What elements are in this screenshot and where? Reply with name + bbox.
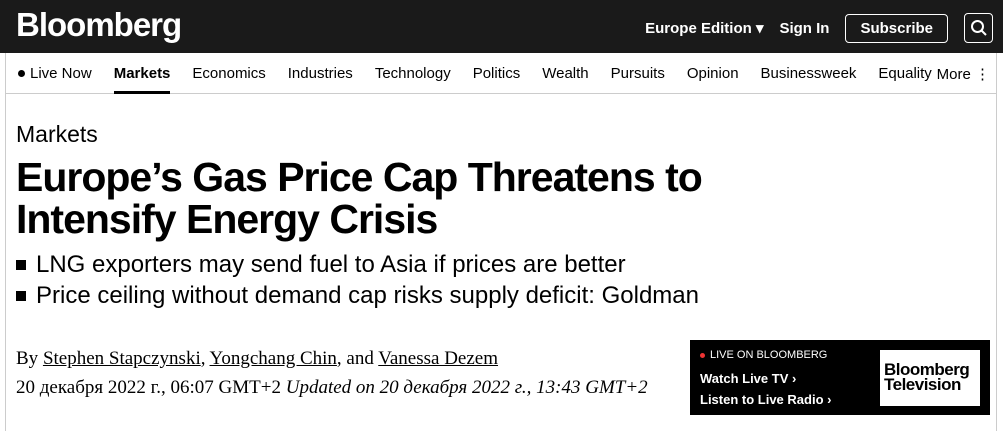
sign-in-link[interactable]: Sign In — [779, 19, 830, 37]
summary-bullet: LNG exporters may send fuel to Asia if p… — [16, 251, 626, 279]
nav-politics[interactable]: Politics — [472, 64, 521, 82]
watch-live-tv-link[interactable]: Watch Live TV › — [700, 371, 797, 386]
author-link[interactable]: Stephen Stapczynski — [42, 348, 201, 369]
nav-businessweek[interactable]: Businessweek — [760, 64, 857, 82]
bullet-square-icon — [16, 260, 26, 270]
nav-live-now[interactable]: Live Now — [18, 53, 92, 94]
by-label: By — [16, 348, 43, 369]
author-link[interactable]: Yongchang Chin — [209, 348, 337, 369]
nav-more[interactable]: More ⋮ — [936, 65, 990, 83]
separator: , and — [336, 348, 379, 369]
updated-date: Updated on 20 декабря 2022 г., 13:43 GMT… — [285, 377, 648, 398]
nav-pursuits[interactable]: Pursuits — [610, 64, 665, 82]
nav-markets[interactable]: Markets — [113, 53, 170, 94]
live-dot-icon — [700, 352, 705, 358]
bloomberg-logo[interactable]: Bloomberg — [16, 6, 182, 43]
byline: By Stephen Stapczynski, Yongchang Chin, … — [16, 344, 656, 402]
nav-opinion[interactable]: Opinion — [686, 64, 739, 82]
live-label-text: LIVE ON BLOOMBERG — [710, 349, 828, 361]
page-border-left — [5, 94, 6, 431]
page-border-right — [996, 94, 997, 431]
live-on-bloomberg-panel: LIVE ON BLOOMBERG Watch Live TV › Listen… — [690, 340, 990, 415]
article-title: Europe’s Gas Price Cap Threatens to Inte… — [16, 154, 703, 242]
nav-wealth[interactable]: Wealth — [542, 64, 589, 82]
live-label: LIVE ON BLOOMBERG — [700, 349, 827, 361]
edition-selector[interactable]: Europe Edition ▾ — [645, 20, 764, 37]
listen-live-radio-link[interactable]: Listen to Live Radio › — [700, 392, 832, 407]
bullet-text: LNG exporters may send fuel to Asia if p… — [36, 251, 626, 278]
section-nav: Live Now Markets Economics Industries Te… — [5, 53, 997, 94]
nav-economics[interactable]: Economics — [192, 64, 266, 82]
bullet-square-icon — [16, 291, 26, 301]
publish-date: 20 декабря 2022 г., 06:07 GMT+2 — [16, 377, 286, 398]
search-button[interactable] — [964, 13, 993, 43]
subscribe-button[interactable]: Subscribe — [845, 13, 948, 43]
summary-bullet: Price ceiling without demand cap risks s… — [16, 282, 699, 310]
live-dot-icon — [18, 69, 25, 77]
bullet-text: Price ceiling without demand cap risks s… — [36, 282, 699, 309]
search-icon — [970, 20, 987, 36]
bloomberg-television-logo[interactable]: Bloomberg Television — [880, 350, 980, 406]
nav-industries[interactable]: Industries — [287, 64, 353, 82]
separator: , — [200, 348, 210, 369]
nav-label: Live Now — [30, 64, 92, 82]
author-link[interactable]: Vanessa Dezem — [378, 348, 499, 369]
nav-technology[interactable]: Technology — [374, 64, 451, 82]
article-kicker[interactable]: Markets — [16, 121, 98, 147]
top-bar: Bloomberg Europe Edition ▾ Sign In Subsc… — [0, 0, 1003, 53]
nav-equality[interactable]: Equality — [878, 64, 932, 82]
